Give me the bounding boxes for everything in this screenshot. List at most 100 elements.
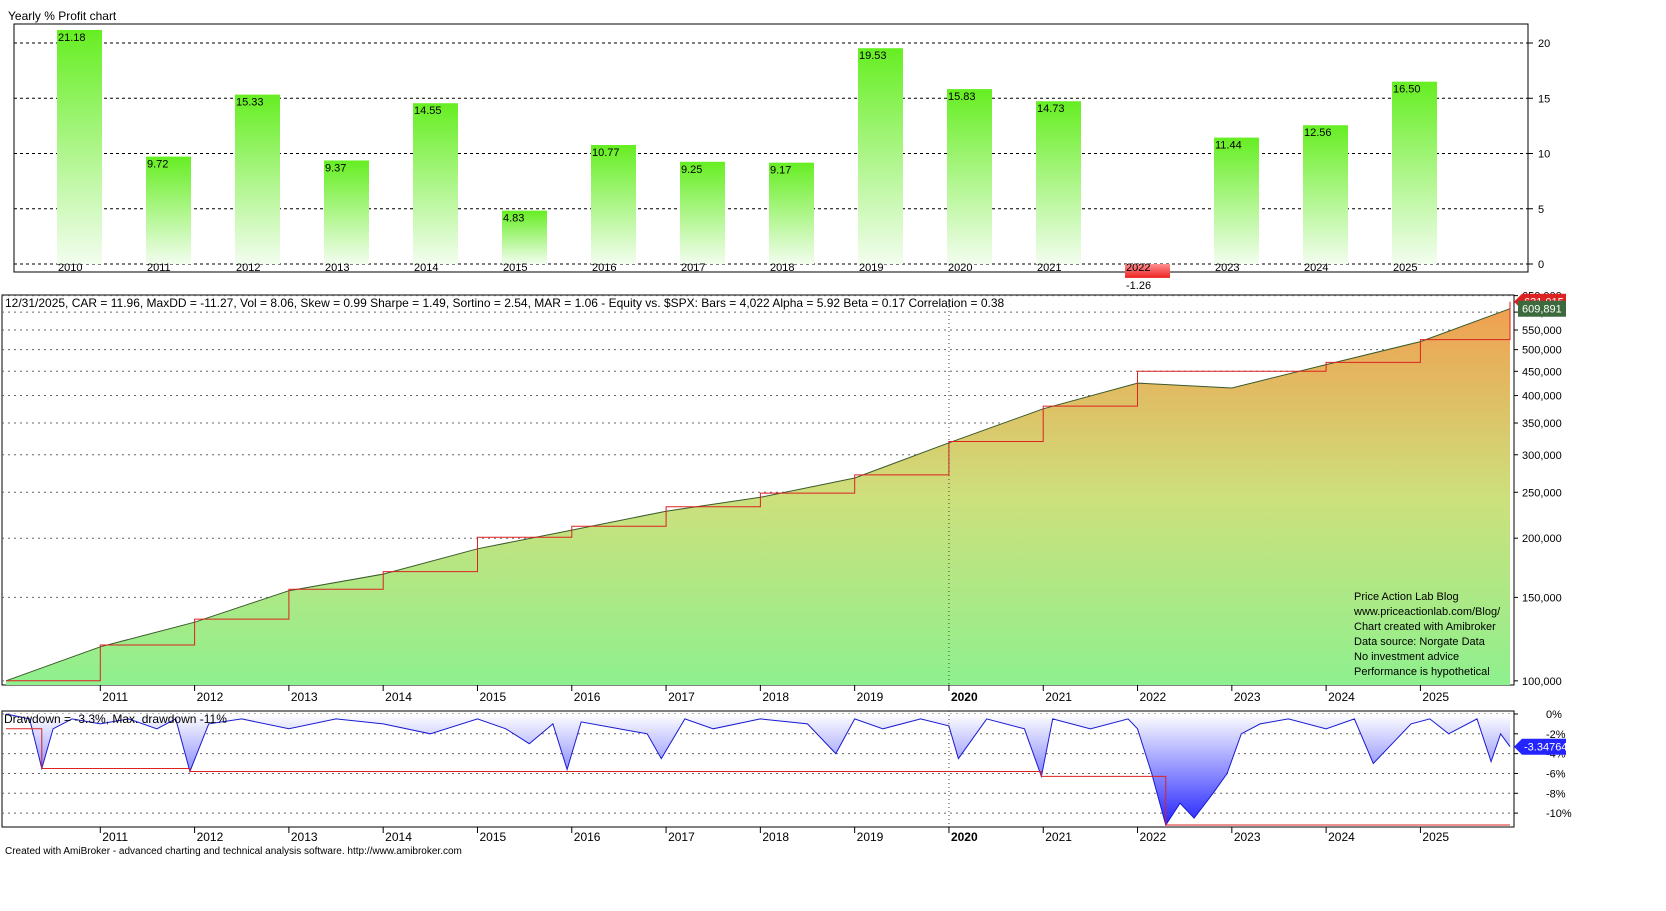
x-tick-label: 2016 xyxy=(574,830,601,844)
profit-bar xyxy=(1214,137,1259,264)
profit-bar xyxy=(1303,125,1348,264)
y-tick-label: 400,000 xyxy=(1522,391,1562,403)
x-tick-label: 2015 xyxy=(503,262,527,274)
x-tick-label: 2023 xyxy=(1215,262,1239,274)
bar-value-label: 4.83 xyxy=(503,213,524,225)
equity-notes: Price Action Lab Blog www.priceactionlab… xyxy=(1354,590,1500,680)
x-tick-label: 2015 xyxy=(479,830,506,844)
y-tick-label: 0 xyxy=(1538,259,1544,271)
x-tick-label: 2012 xyxy=(197,690,224,704)
x-tick-label: 2020 xyxy=(951,690,978,704)
x-tick-label: 2025 xyxy=(1422,830,1449,844)
x-tick-label: 2025 xyxy=(1393,262,1417,274)
y-tick-label: 20 xyxy=(1538,38,1550,50)
y-tick-label: 200,000 xyxy=(1522,533,1562,545)
drawdown-plot-frame xyxy=(1,710,1515,828)
y-tick-label: 300,000 xyxy=(1522,450,1562,462)
bar-value-label: 9.72 xyxy=(147,159,168,171)
profit-bar xyxy=(769,162,814,264)
profit-bar xyxy=(146,156,191,264)
equity-area xyxy=(6,308,1510,685)
profit-bar xyxy=(413,103,458,264)
x-tick-label: 2013 xyxy=(291,690,318,704)
y-tick-label: 550,000 xyxy=(1522,325,1562,337)
x-tick-label: 2014 xyxy=(385,690,412,704)
drawdown-value-label: -3.34764 xyxy=(1524,742,1567,754)
x-tick-label: 2024 xyxy=(1328,830,1355,844)
profit-chart-title: Yearly % Profit chart xyxy=(8,9,117,23)
x-tick-label: 2021 xyxy=(1045,690,1072,704)
y-tick-label: 450,000 xyxy=(1522,366,1562,378)
bar-value-label: 14.55 xyxy=(414,105,442,117)
bar-value-label: 10.77 xyxy=(592,147,620,159)
bar-value-label: 19.53 xyxy=(859,50,887,62)
x-tick-label: 2024 xyxy=(1304,262,1328,274)
y-tick-label: -8% xyxy=(1546,788,1566,800)
profit-bar xyxy=(858,48,903,265)
profit-plot-frame xyxy=(13,23,1529,273)
x-tick-label: 2020 xyxy=(948,262,972,274)
bar-value-label: 12.56 xyxy=(1304,127,1332,139)
equity-value-flag xyxy=(1518,300,1566,317)
bar-value-label: 16.50 xyxy=(1393,84,1421,96)
x-tick-label: 2022 xyxy=(1140,830,1167,844)
x-tick-label: 2025 xyxy=(1422,690,1449,704)
note-line: Performance is hypothetical xyxy=(1354,666,1490,678)
x-tick-label: 2020 xyxy=(951,830,978,844)
x-tick-label: 2022 xyxy=(1140,690,1167,704)
x-tick-label: 2021 xyxy=(1037,262,1061,274)
y-tick-label: -6% xyxy=(1546,768,1566,780)
note-line: Price Action Lab Blog xyxy=(1354,591,1459,603)
x-tick-label: 2011 xyxy=(147,262,171,274)
drawdown-area xyxy=(6,713,1510,825)
profit-bar xyxy=(591,144,636,264)
equity-value-label: 609,891 xyxy=(1522,304,1562,316)
bar-value-label: 9.25 xyxy=(681,164,702,176)
bar-value-label: 15.83 xyxy=(948,91,976,103)
drawdown-value-flag xyxy=(1514,738,1566,755)
profit-bar xyxy=(324,160,369,264)
x-tick-label: 2011 xyxy=(102,690,128,704)
max-drawdown-line xyxy=(6,728,1510,826)
x-tick-label: 2016 xyxy=(592,262,616,274)
bar-value-label: 11.44 xyxy=(1215,140,1242,152)
x-tick-label: 2018 xyxy=(762,830,789,844)
bar-value-label: 14.73 xyxy=(1037,103,1065,115)
x-tick-label: 2019 xyxy=(859,262,883,274)
bar-value-label: 21.18 xyxy=(58,32,86,44)
profit-bar xyxy=(235,94,280,264)
y-tick-label: 150,000 xyxy=(1522,592,1562,604)
y-tick-label: -10% xyxy=(1546,808,1572,820)
x-tick-label: 2017 xyxy=(668,690,695,704)
equity-chart-title: 12/31/2025, CAR = 11.96, MaxDD = -11.27,… xyxy=(5,296,1005,310)
x-tick-label: 2014 xyxy=(414,262,438,274)
profit-bar xyxy=(1036,101,1081,265)
bar-value-label: 15.33 xyxy=(236,97,264,109)
profit-chart: 0 5 10 15 20 21.18 2010 9.72 2011 15.33 2012 9.37 20… xyxy=(13,23,1550,290)
note-line: www.priceactionlab.com/Blog/ xyxy=(1354,606,1501,618)
x-tick-label: 2013 xyxy=(291,830,318,844)
equity-chart: 100,000 150,000 200,000 250,000 300,000 350,0… xyxy=(1,291,1566,704)
x-tick-label: 2023 xyxy=(1234,830,1261,844)
x-tick-label: 2018 xyxy=(770,262,794,274)
profit-bar xyxy=(680,161,725,264)
x-tick-label: 2013 xyxy=(325,262,349,274)
profit-bar xyxy=(1392,81,1437,264)
profit-bar xyxy=(1125,264,1170,278)
x-tick-label: 2015 xyxy=(479,690,506,704)
y-tick-label: 350,000 xyxy=(1522,418,1562,430)
y-tick-label: 0% xyxy=(1546,709,1562,721)
y-tick-label: -2% xyxy=(1546,729,1566,741)
note-line: Data source: Norgate Data xyxy=(1354,636,1485,648)
x-tick-label: 2019 xyxy=(857,690,884,704)
x-tick-label: 2014 xyxy=(385,830,412,844)
x-tick-label: 2011 xyxy=(102,830,128,844)
footer-credit: Created with AmiBroker - advanced charti… xyxy=(5,846,462,857)
x-tick-label: 2018 xyxy=(762,690,789,704)
x-tick-label: 2010 xyxy=(58,262,82,274)
bar-value-label: -1.26 xyxy=(1126,280,1151,290)
drawdown-chart-title: Drawdown = -3.3%, Max. drawdown -11% xyxy=(4,712,227,726)
y-tick-label: 5 xyxy=(1538,204,1544,216)
x-tick-label: 2017 xyxy=(681,262,705,274)
x-tick-label: 2012 xyxy=(236,262,260,274)
